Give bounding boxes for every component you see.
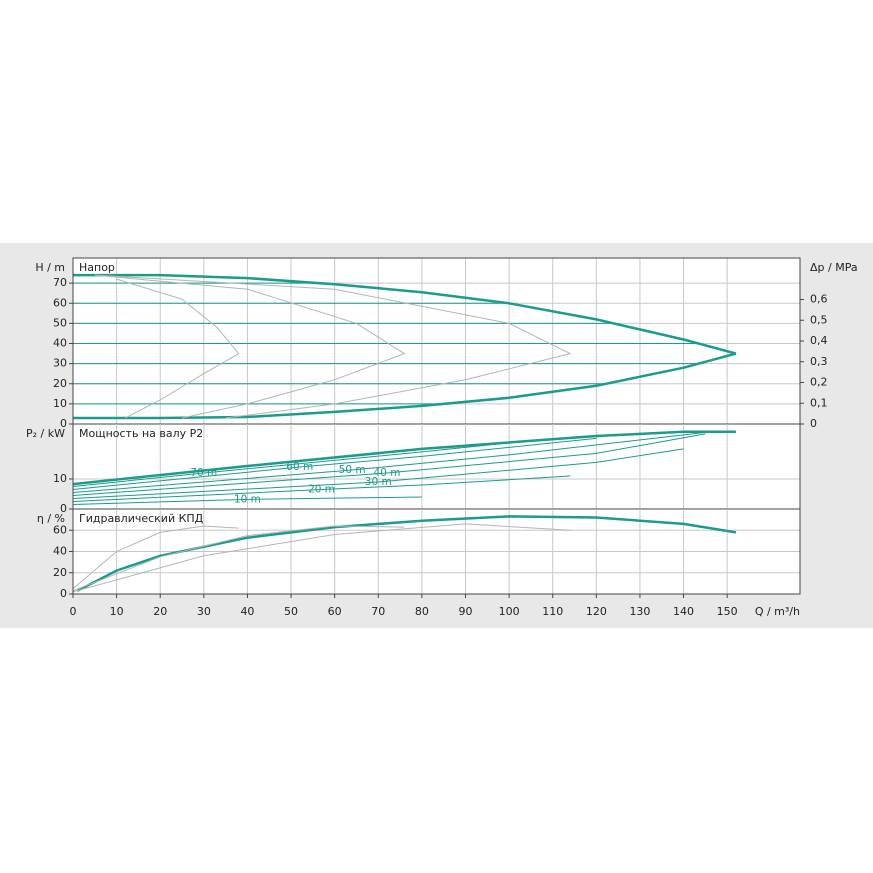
series-line <box>72 442 510 487</box>
y2-tick-label: 0,3 <box>810 355 828 368</box>
x-tick-label: 80 <box>415 605 429 618</box>
series-line <box>94 274 572 419</box>
x-tick-label: 140 <box>673 605 694 618</box>
x-tick-label: 130 <box>629 605 650 618</box>
y2-tick-label: 0,6 <box>810 293 828 306</box>
series-line <box>72 523 571 593</box>
y2-tick-label: 0,5 <box>810 313 828 326</box>
y-tick-label: 0 <box>60 417 67 430</box>
series-label: 50 m <box>339 464 366 476</box>
y-tick-label: 0 <box>60 502 67 515</box>
y-tick-label: 10 <box>53 472 67 485</box>
y-tick-label: 40 <box>53 337 67 350</box>
y-tick-label: 40 <box>53 545 67 558</box>
x-tick-label: 70 <box>371 605 385 618</box>
y-tick-label: 60 <box>53 523 67 536</box>
x-tick-label: 0 <box>70 605 77 618</box>
y-tick-label: 50 <box>53 316 67 329</box>
x-tick-label: 110 <box>542 605 563 618</box>
series-line <box>72 437 597 490</box>
y-tick-label: 20 <box>53 566 67 579</box>
plot-border <box>72 257 801 595</box>
series-line <box>72 448 684 499</box>
series-label: 60 m <box>286 461 313 473</box>
y-tick-label: 0 <box>60 587 67 600</box>
panel-title: Мощность на валу P2 <box>79 427 203 440</box>
panel-title: Гидравлический КПД <box>79 512 204 525</box>
series-line <box>76 515 737 592</box>
plot-area <box>73 258 800 594</box>
y-tick-label: 60 <box>53 296 67 309</box>
series-line <box>116 278 240 419</box>
y2-tick-label: 0,2 <box>810 376 828 389</box>
x-tick-label: 20 <box>153 605 167 618</box>
series-line <box>73 273 737 355</box>
x-tick-label: 10 <box>110 605 124 618</box>
x-tick-label: 30 <box>197 605 211 618</box>
series-line <box>72 433 706 496</box>
x-axis-label: Q / m³/h <box>755 605 800 618</box>
x-tick-label: 50 <box>284 605 298 618</box>
y-tick-label: 20 <box>53 377 67 390</box>
series-line <box>72 430 736 486</box>
y2-tick-label: 0 <box>810 417 817 430</box>
x-tick-label: 100 <box>499 605 520 618</box>
y2-axis-label: Δp / MPa <box>810 261 858 274</box>
series-line <box>72 525 405 592</box>
series-line <box>94 274 406 419</box>
x-tick-label: 150 <box>717 605 738 618</box>
series-line <box>72 525 239 590</box>
series-line <box>72 431 706 493</box>
y-axis-label: η / % <box>37 512 65 525</box>
y-axis-label: H / m <box>35 261 65 274</box>
y-axis-label: P₂ / kW <box>26 427 65 440</box>
x-tick-label: 40 <box>240 605 254 618</box>
y-tick-label: 70 <box>53 276 67 289</box>
y-tick-label: 10 <box>53 397 67 410</box>
panel-title: Напор <box>79 261 115 274</box>
y2-tick-label: 0,4 <box>810 334 828 347</box>
series-line <box>72 496 422 505</box>
series-label: 20 m <box>308 483 335 495</box>
series-line <box>73 352 737 420</box>
series-label: 30 m <box>365 476 392 488</box>
y2-tick-label: 0,1 <box>810 396 828 409</box>
series-label: 40 m <box>374 467 401 479</box>
series-line <box>72 475 571 502</box>
x-tick-label: 120 <box>586 605 607 618</box>
series-label: 10 m <box>234 493 261 505</box>
y-tick-label: 30 <box>53 357 67 370</box>
x-tick-label: 60 <box>328 605 342 618</box>
x-tick-label: 90 <box>459 605 473 618</box>
